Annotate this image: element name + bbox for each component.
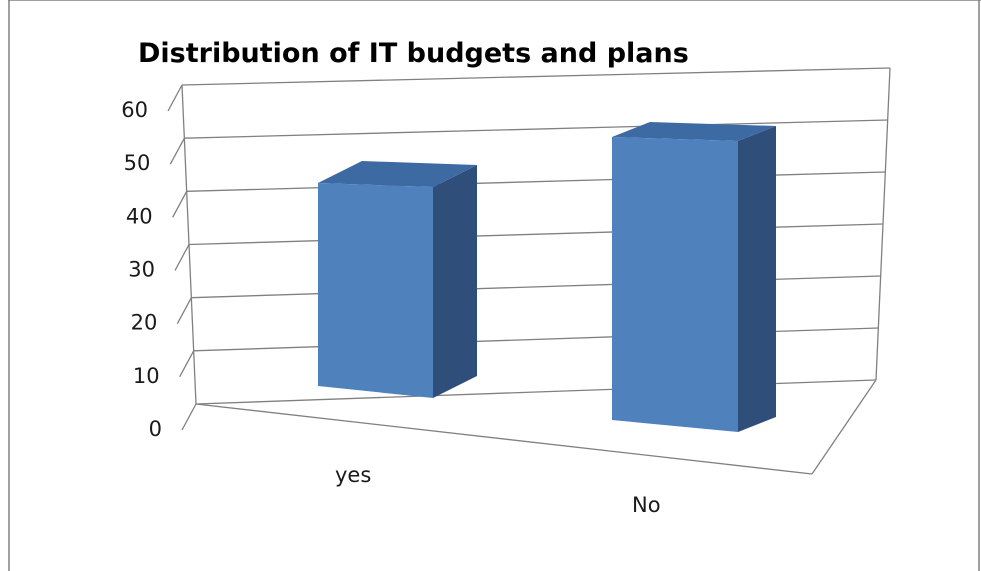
bar-front-face [318,183,433,398]
side-gridline-20 [176,297,192,324]
floor-right-edge [811,379,877,475]
bars-layer [318,122,776,432]
y-tick-label-60: 60 [121,98,148,122]
gridline-50 [184,119,888,139]
y-tick-label-0: 0 [149,417,162,441]
gridline-60 [181,67,891,86]
side-gridline-40 [172,191,188,218]
y-tick-label-20: 20 [131,311,158,335]
gridline-30 [188,223,884,246]
floor-front-edge [195,403,813,475]
y-tick-label-50: 50 [124,151,151,175]
side-gridline-60 [167,84,183,112]
chart-title: Distribution of IT budgets and plans [138,38,689,69]
labels-layer: 0 10 20 30 40 50 60 yes No [121,98,660,517]
bar-side-face [738,126,776,432]
side-gridline-10 [179,350,195,378]
y-tick-label-30: 30 [128,258,155,282]
bar-top-face [318,161,477,187]
back-wall-left-edge [181,84,197,405]
side-gridline-0 [181,403,197,431]
bar-front-face [612,137,738,432]
y-tick-label-40: 40 [126,204,153,228]
x-category-label-no: No [632,493,661,517]
bar-top-face [612,122,776,141]
grid-layer [167,67,891,475]
side-gridline-50 [169,137,185,165]
back-wall-right-edge [875,67,891,381]
gridline-20 [191,275,881,299]
bar-no [612,122,776,432]
bar-side-face [433,165,477,398]
side-gridline-30 [174,244,190,271]
gridline-40 [186,171,886,192]
y-tick-label-10: 10 [133,364,160,388]
x-category-label-yes: yes [335,463,371,487]
bar-yes [318,161,477,398]
